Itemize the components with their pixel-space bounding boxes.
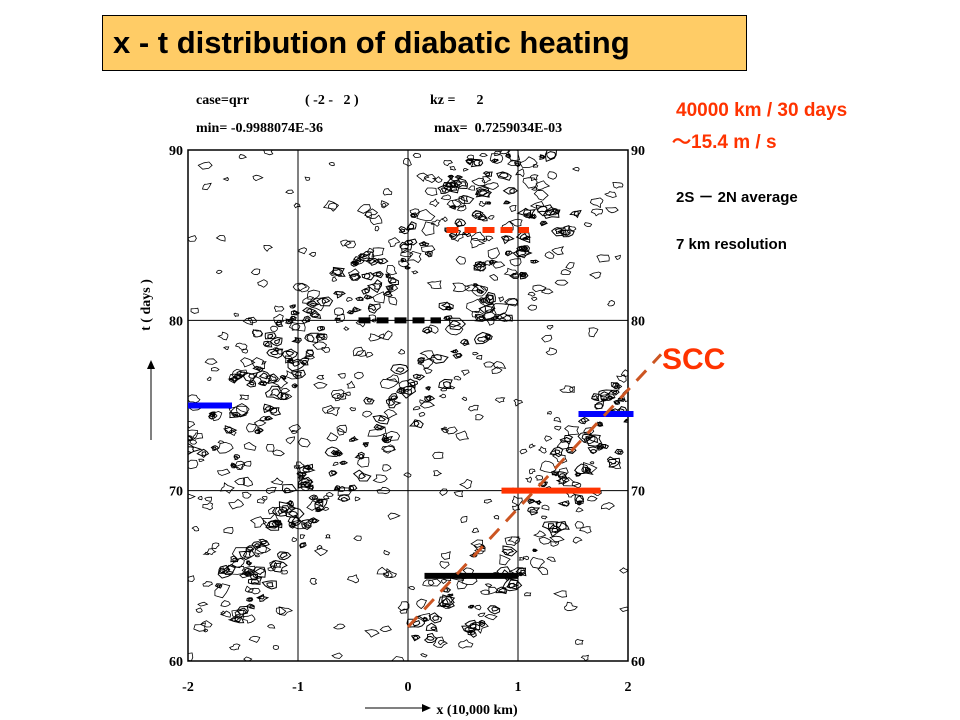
contour-lines [188,150,628,661]
grid-lines [188,150,628,661]
scc-label: SCC [662,343,726,376]
min-label: min= -0.9988074E-36 [196,121,323,136]
resolution-note: 7 km resolution [676,236,787,253]
y-tick-label-right: 60 [631,655,645,670]
x-arrow-head [422,704,431,712]
x-tick-label: 2 [625,680,632,695]
y-tick-label-left: 90 [169,144,183,159]
x-tick-label: -2 [182,680,194,695]
y-tick-label-left: 70 [169,485,183,500]
y-tick-label-right: 80 [631,314,645,329]
marker-lines [188,227,663,628]
title-box: x - t distribution of diabatic heating [102,15,747,71]
contour-field [188,150,628,661]
y-tick-label-left: 60 [169,655,183,670]
average-note: 2S － 2N average [676,189,798,206]
max-label: max= 0.7259034E-03 [434,121,563,136]
x-axis-label: x (10,000 km) [436,703,518,718]
y-tick-label-right: 70 [631,485,645,500]
kz-label: kz = 2 [430,93,484,108]
x-tick-label: 0 [405,680,412,695]
x-tick-label: 1 [515,680,522,695]
y-tick-label-right: 90 [631,144,645,159]
y-axis-label: t ( days ) [139,279,154,331]
range-label: ( -2 - 2 ) [305,93,359,108]
case-label: case=qrr [196,93,250,108]
y-tick-label-left: 80 [169,314,183,329]
axis-ticks: -2 -1 0 1 2 60 60 70 70 80 80 90 90 [169,144,645,695]
slide-title: x - t distribution of diabatic heating [113,25,630,60]
scc-line [406,353,663,628]
speed-ms-note: ～15.4 m / s [672,132,777,153]
x-tick-label: -1 [292,680,304,695]
y-arrow-head [147,360,155,369]
speed-note: 40000 km / 30 days [676,100,848,121]
